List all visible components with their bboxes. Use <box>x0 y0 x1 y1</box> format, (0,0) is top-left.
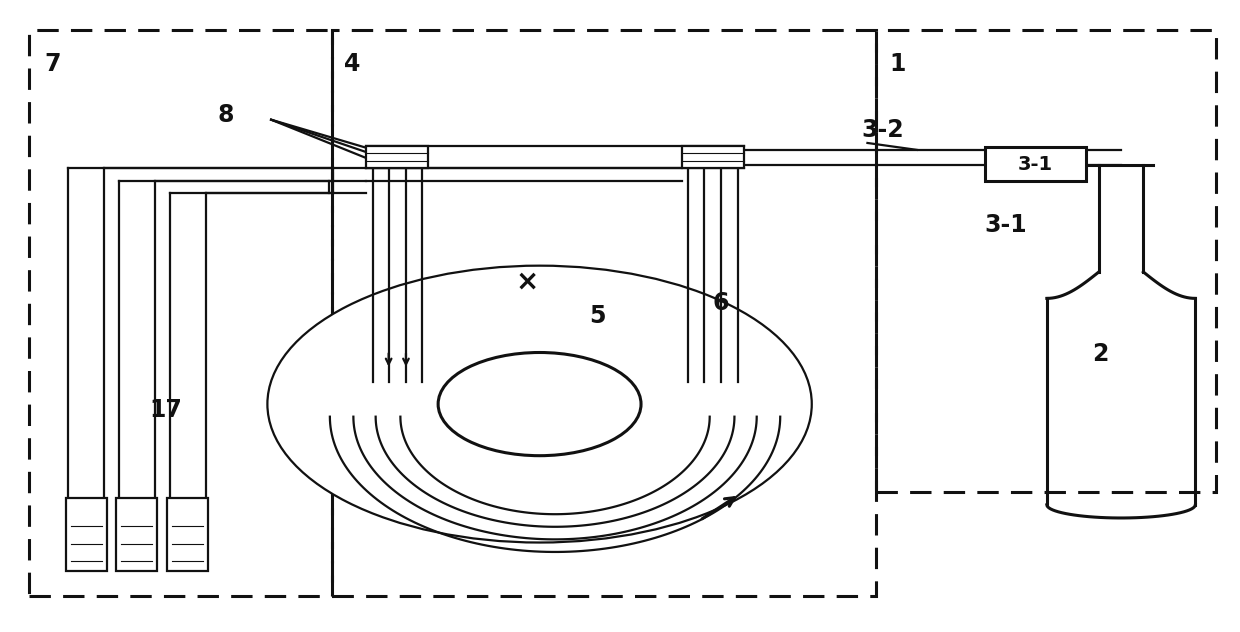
Text: 8: 8 <box>218 102 234 126</box>
Bar <box>366 146 428 168</box>
Text: 3-1: 3-1 <box>985 213 1027 237</box>
Bar <box>682 146 744 168</box>
Text: 7: 7 <box>45 52 61 76</box>
Circle shape <box>438 353 641 456</box>
Bar <box>985 147 1086 181</box>
Circle shape <box>268 265 812 542</box>
Bar <box>877 30 1216 492</box>
Text: 5: 5 <box>589 304 605 328</box>
Bar <box>66 499 107 571</box>
Bar <box>167 499 208 571</box>
Text: 17: 17 <box>150 398 182 422</box>
Text: ×: × <box>516 267 539 295</box>
Text: 2: 2 <box>1092 342 1109 366</box>
Bar <box>29 30 332 596</box>
Bar <box>332 30 877 596</box>
Text: 4: 4 <box>343 52 361 76</box>
Text: 6: 6 <box>713 291 729 315</box>
Text: 1: 1 <box>890 52 906 76</box>
Text: 3-1: 3-1 <box>1018 155 1053 174</box>
Bar <box>117 499 157 571</box>
Text: 3-2: 3-2 <box>862 118 904 142</box>
